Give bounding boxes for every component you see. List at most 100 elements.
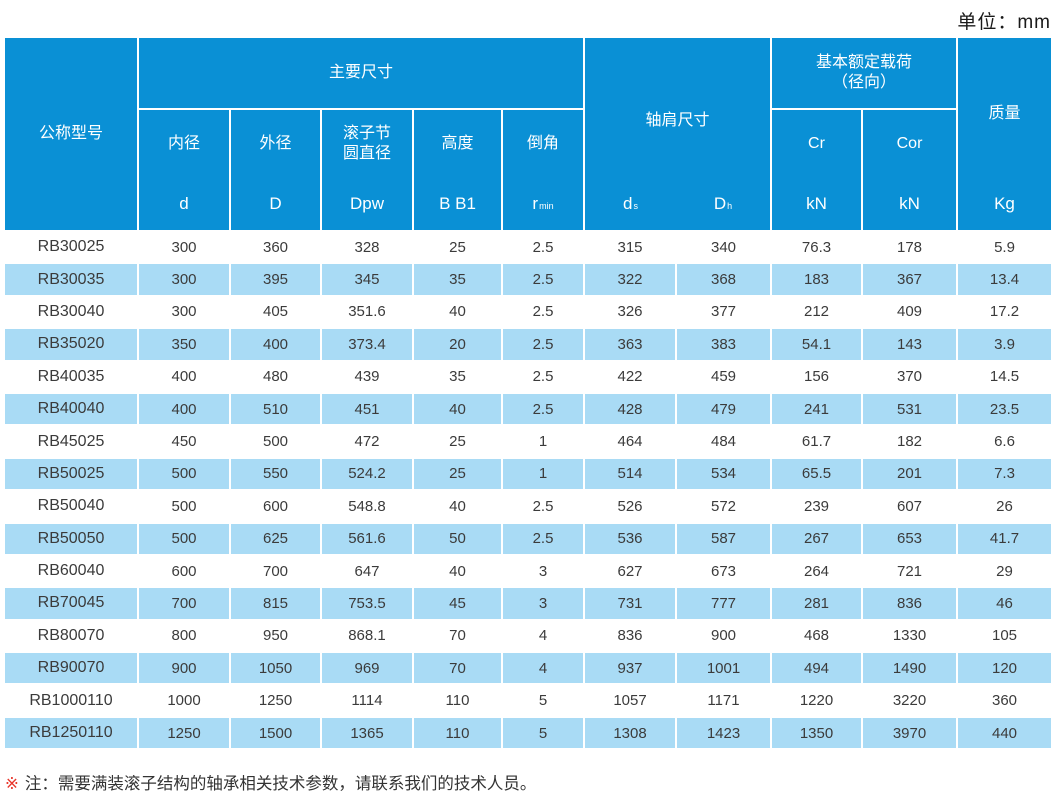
cell-value: 178 <box>863 232 956 263</box>
dh-symbol-subscript: h <box>727 201 733 212</box>
header-basic-load-rating: 基本额定载荷 （径向） <box>772 38 956 108</box>
cell-value: 653 <box>863 523 956 554</box>
cell-value: 23.5 <box>958 393 1051 425</box>
cell-value: 373.4 <box>322 329 412 360</box>
cell-value: 395 <box>231 264 320 295</box>
cell-value: 1220 <box>772 685 861 716</box>
cell-value: 440 <box>958 717 1051 749</box>
cell-value: 105 <box>958 620 1051 652</box>
cell-value: 61.7 <box>772 426 861 457</box>
cell-value: 1490 <box>863 653 956 684</box>
cell-value: 239 <box>772 491 861 522</box>
cell-value: 1250 <box>139 717 229 749</box>
cell-value: 500 <box>139 491 229 522</box>
cell-value: 868.1 <box>322 620 412 652</box>
cell-value: 322 <box>585 264 675 295</box>
cell-value: 422 <box>585 361 675 392</box>
chamfer-symbol-base: r <box>532 194 539 214</box>
cell-value: 360 <box>958 685 1051 716</box>
cell-value: 20 <box>414 329 501 360</box>
dh-symbol-base: D <box>713 194 727 214</box>
cell-value: 40 <box>414 296 501 328</box>
unit-label: 单位：mm <box>957 12 1051 33</box>
cell-value: 439 <box>322 361 412 392</box>
cell-value: 41.7 <box>958 523 1051 554</box>
cell-value: 531 <box>863 393 956 425</box>
cell-model: RB80070 <box>5 620 137 652</box>
cell-value: 120 <box>958 653 1051 684</box>
cell-value: 50 <box>414 523 501 554</box>
cell-model: RB50025 <box>5 458 137 490</box>
header-inner-diameter-label: 内径 <box>167 135 200 152</box>
header-roller-pitch-diameter: 滚子节圆直径 Dpw <box>322 110 412 230</box>
cell-value: 70 <box>414 620 501 652</box>
footnote-text: 注：需要满装滚子结构的轴承相关技术参数，请联系我们的技术人员。 <box>24 775 537 793</box>
cell-value: 950 <box>231 620 320 652</box>
cell-value: 1000 <box>139 685 229 716</box>
cell-value: 25 <box>414 458 501 490</box>
cell-value: 800 <box>139 620 229 652</box>
header-main-dimensions: 主要尺寸 <box>139 38 583 108</box>
bearing-spec-table: 公称型号 主要尺寸 内径 d 外径 D 滚子节圆直径 Dpw 高度 B B1 倒… <box>5 38 1051 749</box>
cell-model: RB30040 <box>5 296 137 328</box>
cell-value: 536 <box>585 523 675 554</box>
header-shoulder-dimensions-label: 轴肩尺寸 <box>645 112 710 129</box>
cell-value: 340 <box>677 232 770 263</box>
cell-value: 76.3 <box>772 232 861 263</box>
cell-value: 836 <box>863 588 956 619</box>
header-main-dimensions-label: 主要尺寸 <box>328 64 393 81</box>
header-model-label: 公称型号 <box>38 125 103 142</box>
cell-value: 500 <box>139 523 229 554</box>
cell-value: 326 <box>585 296 675 328</box>
footnote: ※ 注：需要满装滚子结构的轴承相关技术参数，请联系我们的技术人员。 <box>5 770 536 794</box>
header-height: 高度 B B1 <box>414 110 501 230</box>
cell-value: 4 <box>503 620 583 652</box>
cell-value: 627 <box>585 555 675 587</box>
cell-value: 494 <box>772 653 861 684</box>
header-height-label: 高度 <box>441 135 474 152</box>
cell-value: 70 <box>414 653 501 684</box>
header-outer-diameter: 外径 D <box>231 110 320 230</box>
ds-symbol-subscript: s <box>633 201 638 212</box>
header-cor-label: Cor <box>896 135 923 152</box>
cell-value: 40 <box>414 555 501 587</box>
cell-value: 1171 <box>677 685 770 716</box>
cell-value: 753.5 <box>322 588 412 619</box>
cell-value: 110 <box>414 685 501 716</box>
cell-value: 400 <box>231 329 320 360</box>
cell-value: 3.9 <box>958 329 1051 360</box>
cell-model: RB40035 <box>5 361 137 392</box>
cell-value: 937 <box>585 653 675 684</box>
cell-value: 264 <box>772 555 861 587</box>
cell-value: 524.2 <box>322 458 412 490</box>
cell-value: 2.5 <box>503 329 583 360</box>
cell-value: 2.5 <box>503 491 583 522</box>
cell-value: 731 <box>585 588 675 619</box>
header-height-symbol: B B1 <box>439 194 476 214</box>
header-roller-pitch-diameter-symbol: Dpw <box>349 194 384 214</box>
cell-value: 5 <box>503 685 583 716</box>
cell-value: 351.6 <box>322 296 412 328</box>
cell-value: 647 <box>322 555 412 587</box>
cell-value: 315 <box>585 232 675 263</box>
cell-value: 2.5 <box>503 296 583 328</box>
header-outer-diameter-symbol: D <box>269 194 282 214</box>
cell-value: 450 <box>139 426 229 457</box>
cell-value: 370 <box>863 361 956 392</box>
cell-value: 1350 <box>772 717 861 749</box>
cell-value: 572 <box>677 491 770 522</box>
footnote-asterisk: ※ <box>5 775 19 793</box>
cell-value: 3 <box>503 555 583 587</box>
cell-value: 300 <box>139 232 229 263</box>
cell-value: 2.5 <box>503 523 583 554</box>
header-mass-label: 质量 <box>988 105 1021 122</box>
cell-model: RB1250110 <box>5 717 137 749</box>
cell-value: 1057 <box>585 685 675 716</box>
cell-value: 464 <box>585 426 675 457</box>
cell-value: 46 <box>958 588 1051 619</box>
cell-value: 484 <box>677 426 770 457</box>
cell-value: 480 <box>231 361 320 392</box>
header-cr: Cr kN <box>772 110 861 230</box>
